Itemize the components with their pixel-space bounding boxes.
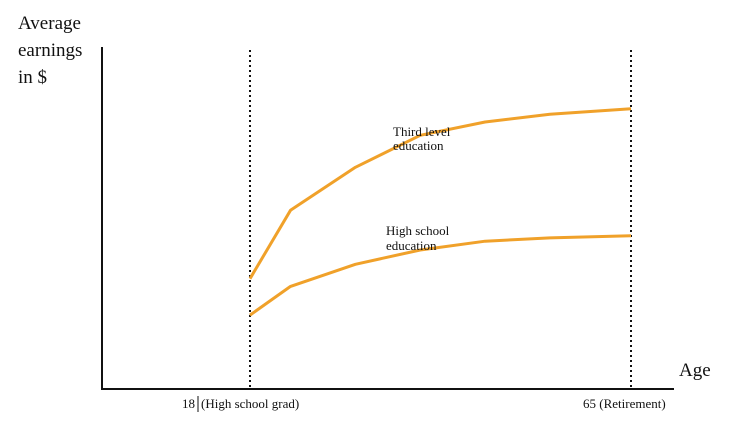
series-label-third-level-line-2: education [393,138,444,153]
y-axis-label-line-1: Average [18,13,81,34]
series-label-high-school-line-2: education [386,238,437,253]
y-axis-label-line-2: earnings [18,40,82,61]
x-tick-label-65: 65 (Retirement) [583,396,666,411]
series-label-third-level: Third level education [393,124,451,153]
series-label-third-level-line-1: Third level [393,124,451,139]
y-axis-label-line-3: in $ [18,67,47,88]
x-tick-annotation-18: (High school grad) [201,396,299,411]
series-line-high-school [249,234,632,317]
y-axis-label: Average earnings in $ [18,13,82,88]
x-tick-labels: 18 (High school grad) 65 (Retirement) [182,396,666,412]
series-label-high-school: High school education [386,223,450,253]
series-line-third-level [248,107,632,280]
x-axis-label: Age [679,360,711,381]
reference-lines [249,50,632,389]
axes [101,47,674,390]
series-lines [248,107,632,317]
x-tick-label-18: 18 [182,396,195,411]
series-label-high-school-line-1: High school [386,223,450,238]
